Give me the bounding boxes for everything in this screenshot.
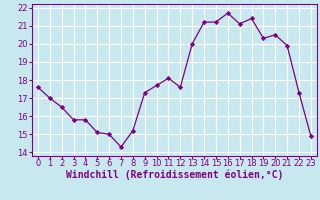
X-axis label: Windchill (Refroidissement éolien,°C): Windchill (Refroidissement éolien,°C) bbox=[66, 169, 283, 180]
